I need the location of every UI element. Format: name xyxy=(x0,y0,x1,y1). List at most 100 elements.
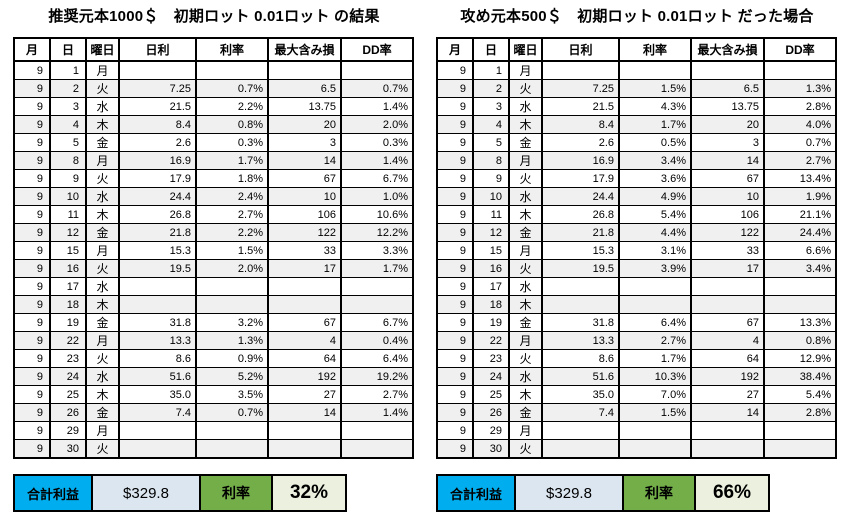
cell-month: 9 xyxy=(436,277,474,296)
cell-dd-rate: 21.1% xyxy=(763,205,837,224)
table-row: 9 8 月 16.9 3.4% 14 2.7% xyxy=(436,151,837,170)
cell-weekday: 火 xyxy=(508,349,543,368)
cell-rate: 2.2% xyxy=(195,97,269,116)
cell-month: 9 xyxy=(13,223,51,242)
cell-rate: 4.4% xyxy=(618,223,692,242)
cell-weekday: 木 xyxy=(508,385,543,404)
cell-rate xyxy=(618,295,692,314)
cell-max-unrealized-loss: 14 xyxy=(267,151,342,170)
cell-weekday: 月 xyxy=(85,331,120,350)
cell-daily-profit: 13.3 xyxy=(541,331,620,350)
cell-rate: 0.3% xyxy=(195,133,269,152)
cell-daily-profit: 24.4 xyxy=(118,187,197,206)
cell-day: 4 xyxy=(49,115,87,134)
cell-weekday: 月 xyxy=(508,60,543,80)
cell-month: 9 xyxy=(13,367,51,386)
table-row: 9 25 木 35.0 3.5% 27 2.7% xyxy=(13,385,414,404)
cell-daily-profit: 8.4 xyxy=(541,115,620,134)
cell-weekday: 月 xyxy=(508,241,543,260)
cell-daily-profit: 8.6 xyxy=(541,349,620,368)
cell-month: 9 xyxy=(436,439,474,459)
cell-month: 9 xyxy=(436,60,474,80)
header-row: 月日曜日 日利 利率 最大含み損 DD率 xyxy=(436,37,837,62)
cell-dd-rate: 24.4% xyxy=(763,223,837,242)
cell-max-unrealized-loss: 17 xyxy=(690,259,765,278)
cell-weekday: 月 xyxy=(508,421,543,440)
cell-rate: 3.4% xyxy=(618,151,692,170)
cell-day: 1 xyxy=(49,60,87,80)
cell-rate: 0.9% xyxy=(195,349,269,368)
cell-max-unrealized-loss xyxy=(267,277,342,296)
cell-rate: 1.5% xyxy=(618,79,692,98)
column-header-rate: 利率 xyxy=(195,37,269,62)
cell-day: 3 xyxy=(49,97,87,116)
cell-dd-rate xyxy=(763,60,837,80)
cell-weekday: 金 xyxy=(85,403,120,422)
table-row: 9 19 金 31.8 3.2% 67 6.7% xyxy=(13,313,414,332)
table-row: 9 26 金 7.4 1.5% 14 2.8% xyxy=(436,403,837,422)
cell-max-unrealized-loss: 67 xyxy=(267,313,342,332)
cell-dd-rate: 1.4% xyxy=(340,151,414,170)
table-row: 9 10 水 24.4 2.4% 10 1.0% xyxy=(13,187,414,206)
cell-rate: 1.8% xyxy=(195,169,269,188)
table-row: 9 17 水 xyxy=(13,277,414,296)
cell-rate: 0.7% xyxy=(195,403,269,422)
cell-day: 12 xyxy=(472,223,510,242)
cell-month: 9 xyxy=(436,223,474,242)
header-row: 月日曜日 日利 利率 最大含み損 DD率 xyxy=(13,37,414,62)
table-row: 9 26 金 7.4 0.7% 14 1.4% xyxy=(13,403,414,422)
cell-daily-profit: 21.8 xyxy=(541,223,620,242)
table-row: 9 22 月 13.3 1.3% 4 0.4% xyxy=(13,331,414,350)
cell-day: 29 xyxy=(472,421,510,440)
daily-results-table: 月日曜日 日利 利率 最大含み損 DD率 9 1 月 9 2 火 7.25 1.5% 6.5 1.3% 9 3… xyxy=(436,37,837,459)
cell-rate: 5.2% xyxy=(195,367,269,386)
cell-dd-rate xyxy=(763,439,837,459)
cell-daily-profit xyxy=(541,295,620,314)
cell-weekday: 水 xyxy=(85,187,120,206)
table-row: 9 15 月 15.3 3.1% 33 6.6% xyxy=(436,241,837,260)
table-row: 9 12 金 21.8 2.2% 122 12.2% xyxy=(13,223,414,242)
column-header-rate: 利率 xyxy=(618,37,692,62)
cell-weekday: 水 xyxy=(508,367,543,386)
column-header-weekday: 曜日 xyxy=(508,37,543,62)
cell-day: 29 xyxy=(49,421,87,440)
cell-max-unrealized-loss xyxy=(690,421,765,440)
total-profit-value: $329.8 xyxy=(514,474,624,512)
cell-month: 9 xyxy=(13,133,51,152)
cell-rate: 4.9% xyxy=(618,187,692,206)
rate-value: 32% xyxy=(271,474,347,512)
cell-month: 9 xyxy=(436,169,474,188)
cell-month: 9 xyxy=(436,295,474,314)
cell-rate: 4.3% xyxy=(618,97,692,116)
table-row: 9 3 水 21.5 2.2% 13.75 1.4% xyxy=(13,97,414,116)
cell-daily-profit xyxy=(118,295,197,314)
cell-day: 2 xyxy=(472,79,510,98)
cell-max-unrealized-loss: 192 xyxy=(267,367,342,386)
cell-daily-profit: 2.6 xyxy=(541,133,620,152)
cell-rate: 2.7% xyxy=(618,331,692,350)
cell-month: 9 xyxy=(436,367,474,386)
cell-max-unrealized-loss: 4 xyxy=(690,331,765,350)
cell-dd-rate: 0.7% xyxy=(340,79,414,98)
table-title: 攻め元本500＄ 初期ロット 0.01ロット だった場合 xyxy=(460,8,814,25)
cell-day: 5 xyxy=(49,133,87,152)
column-header-dd-rate: DD率 xyxy=(763,37,837,62)
cell-weekday: 月 xyxy=(508,151,543,170)
cell-weekday: 水 xyxy=(508,187,543,206)
summary-row: 合計利益 $329.8 利率 32% xyxy=(13,474,347,512)
cell-dd-rate: 6.7% xyxy=(340,313,414,332)
cell-rate: 0.7% xyxy=(195,79,269,98)
table-row: 9 22 月 13.3 2.7% 4 0.8% xyxy=(436,331,837,350)
column-header-month: 月 xyxy=(13,37,51,62)
table-row: 9 25 木 35.0 7.0% 27 5.4% xyxy=(436,385,837,404)
cell-dd-rate: 13.4% xyxy=(763,169,837,188)
cell-dd-rate: 0.7% xyxy=(763,133,837,152)
cell-weekday: 月 xyxy=(508,331,543,350)
cell-daily-profit: 8.4 xyxy=(118,115,197,134)
cell-rate: 2.0% xyxy=(195,259,269,278)
cell-rate: 0.8% xyxy=(195,115,269,134)
cell-day: 4 xyxy=(472,115,510,134)
cell-daily-profit: 16.9 xyxy=(541,151,620,170)
cell-daily-profit xyxy=(541,60,620,80)
